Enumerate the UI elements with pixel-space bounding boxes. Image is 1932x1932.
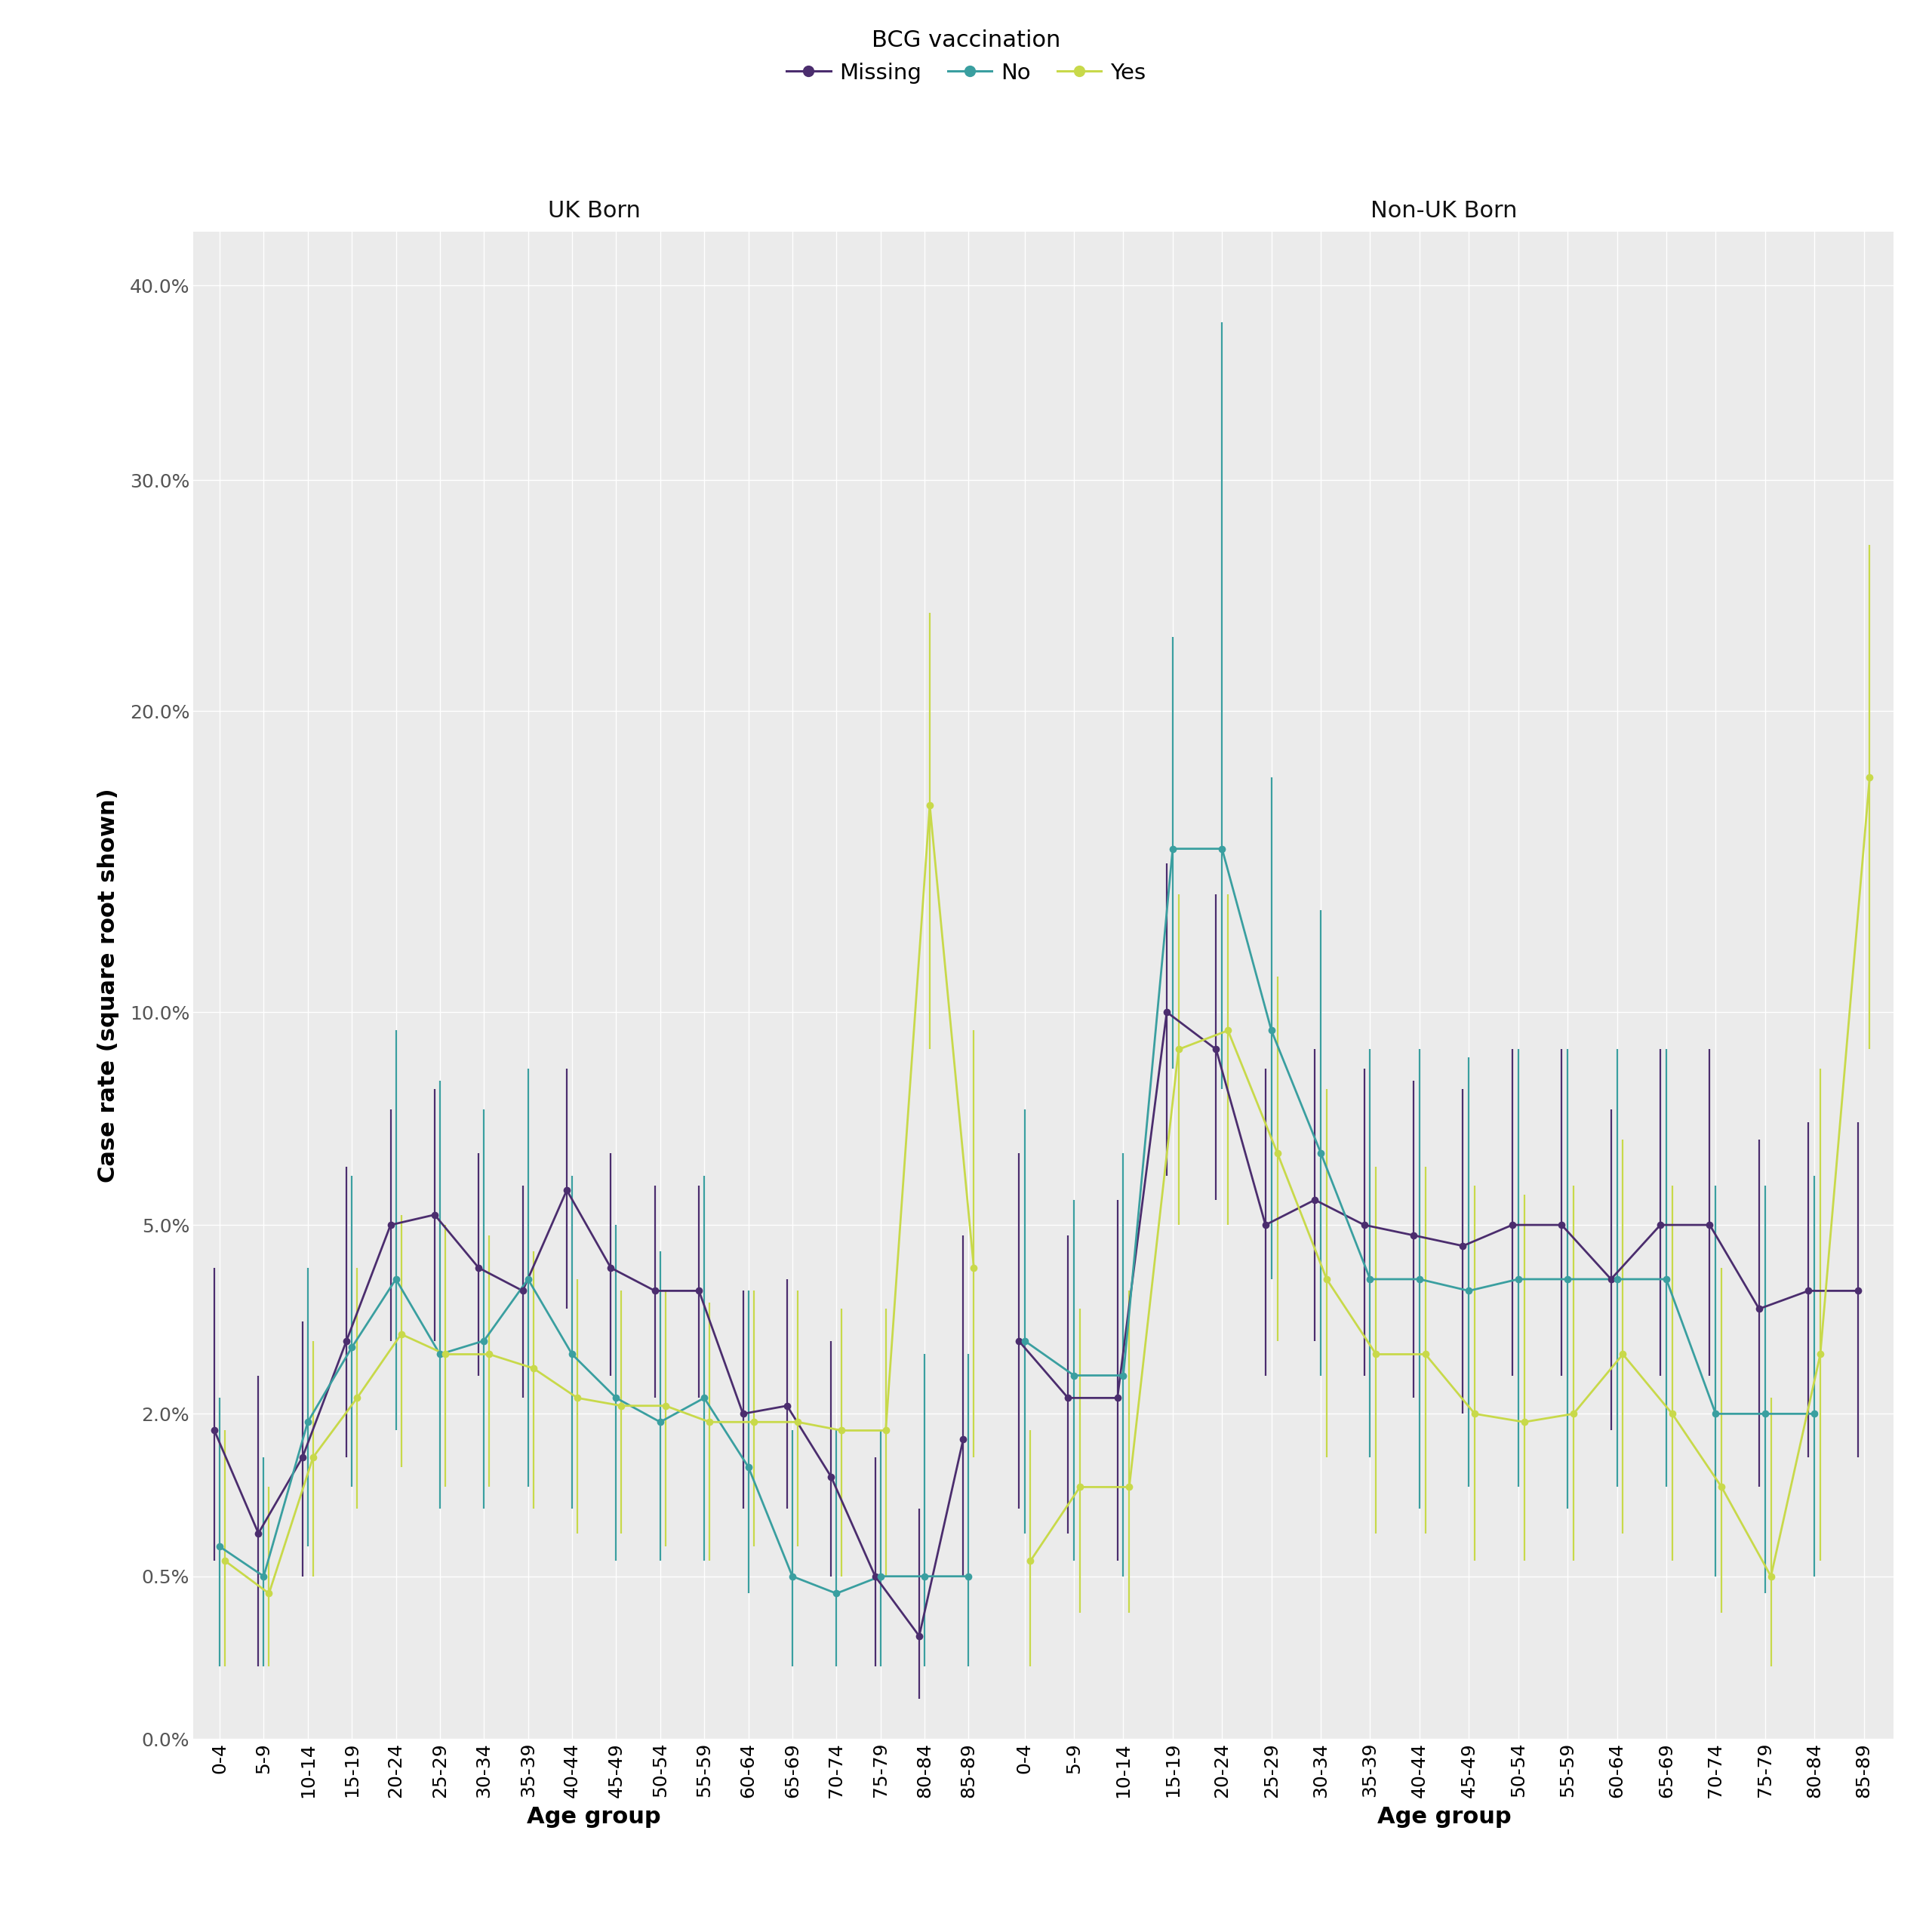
- Y-axis label: Case rate (square root shown): Case rate (square root shown): [97, 788, 120, 1182]
- X-axis label: Age group: Age group: [527, 1806, 661, 1828]
- X-axis label: Age group: Age group: [1378, 1806, 1511, 1828]
- Legend: Missing, No, Yes: Missing, No, Yes: [779, 21, 1153, 93]
- Title: Non-UK Born: Non-UK Born: [1372, 199, 1517, 222]
- Title: UK Born: UK Born: [549, 199, 639, 222]
